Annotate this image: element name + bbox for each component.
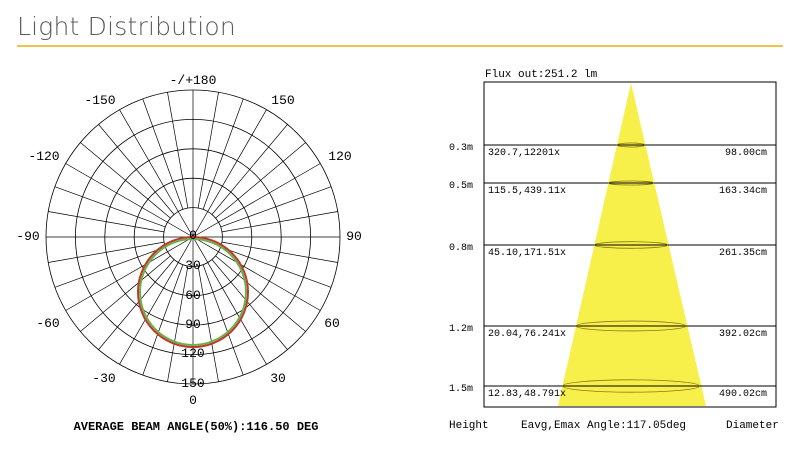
footer-height-label: Height — [449, 420, 489, 432]
polar-spoke — [167, 265, 189, 382]
intensity-curve-C0-C180 — [137, 236, 249, 348]
angle-label-60: 60 — [324, 316, 340, 331]
beam-ellipse — [607, 180, 655, 186]
row-diameter: 392.02cm — [719, 329, 767, 340]
angle-label-0: 0 — [189, 393, 197, 408]
row-diameter: 98.00cm — [725, 148, 767, 159]
intensity-curve-C90-C270 — [139, 238, 247, 346]
beam-ellipse — [562, 379, 700, 393]
row-height: 1.5m — [449, 384, 473, 395]
angle-label-120: 120 — [328, 149, 351, 164]
polar-spoke — [98, 124, 175, 215]
radial-label-30: 30 — [185, 258, 201, 273]
polar-spoke — [192, 109, 267, 238]
polar-chart: -/+180 -150 150 -120 120 -90 90 -60 60 -… — [16, 73, 362, 434]
polar-curves — [137, 236, 249, 348]
beam-rows: 0.3m 320.7,12201x 98.00cm 0.5m 115.5,439.11x… — [449, 142, 776, 400]
radial-label-60: 60 — [185, 288, 201, 303]
row-eavg-emax: 45.10,171.51x — [488, 248, 566, 259]
polar-labels: -/+180 -150 150 -120 120 -90 90 -60 60 -… — [16, 73, 362, 408]
row-height: 0.8m — [449, 243, 473, 254]
polar-spoke — [65, 163, 194, 238]
polar-spoke — [54, 186, 166, 228]
angle-label-180: -/+180 — [170, 73, 217, 88]
polar-spoke — [48, 211, 165, 233]
polar-spoke — [142, 264, 184, 376]
radial-label-0: 0 — [189, 228, 197, 243]
polar-spoke — [202, 98, 244, 210]
polar-spoke — [142, 98, 184, 210]
polar-spoke — [197, 92, 219, 209]
polar-grid — [45, 89, 341, 385]
angle-label-neg150: -150 — [84, 93, 115, 108]
row-height: 0.3m — [449, 143, 473, 154]
angle-label-30: 30 — [270, 371, 286, 386]
flux-out: Flux out:251.2 lm — [485, 69, 598, 81]
angle-label-150: 150 — [271, 93, 294, 108]
polar-spoke — [167, 92, 189, 209]
title-divider — [17, 45, 783, 47]
beam-ellipse — [616, 142, 646, 148]
polar-spoke — [220, 246, 332, 288]
beam-ellipse — [575, 320, 687, 332]
beam-ellipse — [593, 241, 669, 249]
row-diameter: 261.35cm — [719, 248, 767, 259]
polar-spoke — [202, 264, 244, 376]
page-title: Light Distribution — [17, 12, 236, 41]
angle-label-neg90: -90 — [16, 229, 39, 244]
polar-spoke — [221, 211, 338, 233]
polar-spoke — [54, 246, 166, 288]
polar-spoke — [197, 265, 219, 382]
polar-spoke — [192, 236, 267, 365]
radial-label-150: 150 — [181, 376, 204, 391]
row-eavg-emax: 20.04,76.241x — [488, 329, 566, 340]
beam-diagram: Flux out:251.2 lm 0.3m 320.7,12201x 98.00c… — [449, 69, 779, 432]
polar-spoke — [65, 236, 194, 311]
polar-spoke — [211, 124, 288, 215]
polar-spoke — [80, 142, 171, 219]
row-height: 1.2m — [449, 324, 473, 335]
polar-spoke — [211, 259, 288, 350]
row-diameter: 490.02cm — [719, 389, 767, 400]
polar-spoke — [220, 186, 332, 228]
radial-label-90: 90 — [185, 317, 201, 332]
polar-spoke — [215, 255, 306, 332]
polar-spoke — [192, 163, 321, 238]
polar-spoke — [48, 241, 165, 263]
angle-label-neg60: -60 — [36, 316, 59, 331]
average-beam-angle: AVERAGE BEAM ANGLE(50%):116.50 DEG — [74, 420, 319, 434]
radial-label-120: 120 — [181, 346, 204, 361]
footer-diameter-label: Diameter — [726, 420, 779, 432]
angle-label-90: 90 — [346, 229, 362, 244]
angle-label-neg30: -30 — [92, 371, 115, 386]
polar-spoke — [119, 109, 194, 238]
row-eavg-emax: 320.7,12201x — [488, 148, 560, 159]
row-eavg-emax: 115.5,439.11x — [488, 186, 566, 197]
polar-spoke — [80, 255, 171, 332]
row-height: 0.5m — [449, 181, 473, 192]
polar-spoke — [221, 241, 338, 263]
angle-label-neg120: -120 — [28, 149, 59, 164]
row-eavg-emax: 12.83,48.791x — [488, 389, 566, 400]
polar-spoke — [119, 236, 194, 365]
row-diameter: 163.34cm — [719, 186, 767, 197]
polar-spoke — [192, 236, 321, 311]
footer-angle-label: Eavg,Emax Angle:117.05deg — [521, 420, 686, 432]
polar-spoke — [215, 142, 306, 219]
polar-spoke — [98, 259, 175, 350]
